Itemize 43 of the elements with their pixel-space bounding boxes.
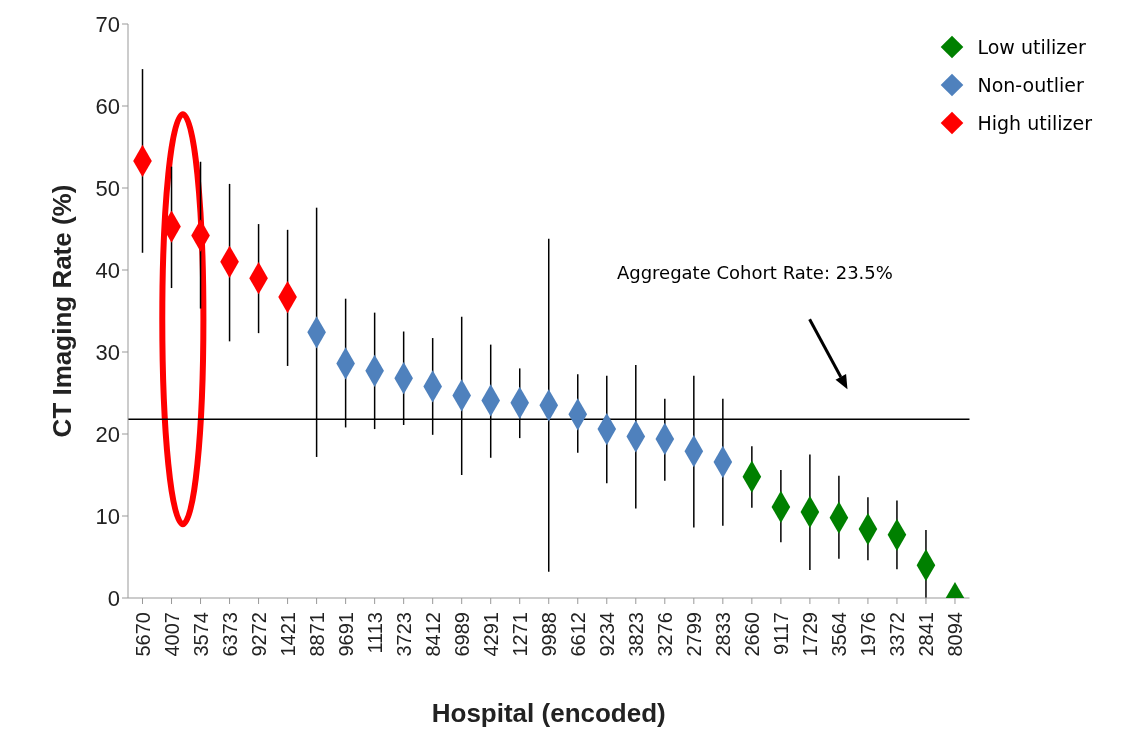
y-tick-label: 0	[107, 585, 120, 611]
x-tick-label: 9988	[537, 612, 560, 657]
x-tick-label: 4007	[160, 612, 183, 657]
x-tick-label: 8412	[421, 612, 444, 657]
x-tick-label: 6612	[566, 612, 589, 657]
x-tick-label: 4291	[479, 612, 502, 657]
y-tick-label: 70	[95, 11, 120, 37]
y-tick-label: 60	[95, 93, 120, 119]
x-tick-label: 1113	[363, 612, 386, 654]
x-tick-label: 9117	[769, 612, 792, 656]
x-tick-label: 9691	[334, 612, 357, 657]
x-tick-label: 3276	[653, 612, 676, 657]
legend-label: High utilizer	[977, 111, 1092, 136]
x-tick-label: 8094	[943, 612, 966, 657]
y-tick-label: 50	[95, 175, 120, 201]
x-tick-label: 3723	[392, 612, 415, 657]
x-tick-label: 2833	[711, 612, 734, 657]
y-tick-label: 20	[95, 421, 120, 447]
legend-label: Low utilizer	[977, 35, 1086, 60]
annotation: Aggregate Cohort Rate: 23.5%	[616, 262, 893, 284]
x-tick-label: 3372	[885, 612, 908, 657]
x-tick-label: 9234	[595, 612, 618, 657]
x-tick-label: 3823	[624, 612, 647, 657]
x-tick-label: 8871	[305, 612, 328, 657]
y-axis-title: CT Imaging Rate (%)	[47, 184, 78, 438]
x-tick-label: 1421	[276, 612, 299, 657]
x-tick-label: 1976	[856, 612, 879, 657]
x-tick-label: 5670	[131, 612, 154, 657]
x-tick-label: 3564	[827, 612, 850, 657]
x-axis-title: Hospital (encoded)	[431, 698, 666, 728]
x-tick-label: 2841	[914, 612, 937, 657]
y-tick-label: 10	[95, 503, 120, 529]
legend-label: Non-outlier	[977, 73, 1084, 98]
y-tick-label: 40	[95, 257, 120, 283]
x-tick-label: 2799	[682, 612, 705, 657]
y-tick-label: 30	[95, 339, 120, 365]
x-tick-label: 6373	[218, 612, 241, 657]
x-tick-label: 9272	[247, 612, 270, 657]
x-tick-label: 3574	[189, 612, 212, 657]
x-tick-label: 1729	[798, 612, 821, 657]
x-tick-label: 2660	[740, 612, 763, 657]
x-tick-label: 1271	[508, 612, 531, 657]
x-tick-label: 6989	[450, 612, 473, 657]
